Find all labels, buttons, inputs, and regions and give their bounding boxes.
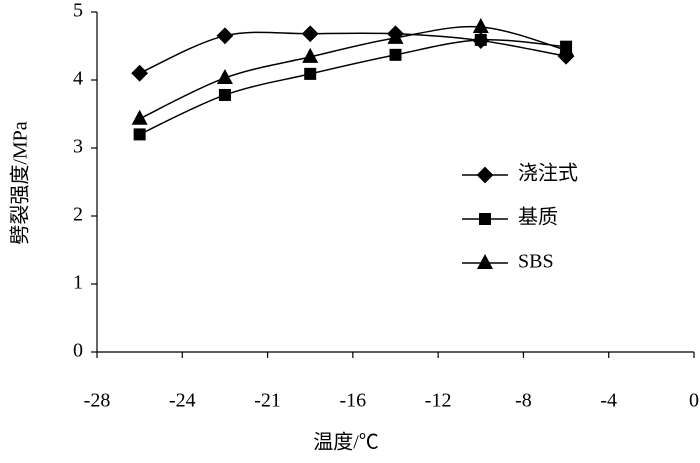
y-tick-label: 4 (73, 68, 83, 90)
x-tick-label: -16 (340, 390, 367, 412)
marker (131, 109, 148, 125)
series-line (139, 25, 567, 120)
marker (302, 47, 319, 63)
x-tick-label: -8 (515, 390, 532, 412)
legend-marker (479, 213, 491, 225)
legend-marker (476, 166, 494, 184)
y-axis-label: 劈裂强度/MPa (9, 121, 32, 244)
marker (387, 28, 404, 44)
marker (304, 67, 317, 80)
legend-label: 基质 (518, 206, 558, 229)
x-tick-label: -12 (425, 390, 452, 412)
series-line (139, 31, 567, 74)
series-line (139, 38, 567, 136)
y-tick-label: 5 (73, 0, 83, 22)
marker (216, 68, 233, 84)
marker (131, 64, 149, 82)
marker (301, 25, 319, 43)
legend-label: SBS (518, 251, 554, 273)
marker (218, 88, 231, 101)
marker (474, 33, 487, 46)
marker (216, 27, 234, 45)
x-tick-label: -24 (169, 390, 196, 412)
y-tick-label: 3 (73, 136, 83, 158)
marker (133, 128, 146, 141)
x-tick-label: -21 (254, 390, 281, 412)
x-tick-label: 0 (689, 390, 699, 412)
x-axis-label: 温度/℃ (313, 431, 379, 454)
x-tick-label: -28 (84, 390, 111, 412)
y-tick-label: 1 (73, 272, 83, 294)
marker (472, 17, 489, 33)
x-tick-label: -4 (600, 390, 617, 412)
legend-label: 浇注式 (518, 162, 578, 185)
y-tick-label: 2 (73, 204, 83, 226)
legend-marker (477, 254, 493, 269)
marker (558, 41, 575, 57)
marker (389, 48, 402, 61)
y-tick-label: 0 (73, 340, 83, 362)
